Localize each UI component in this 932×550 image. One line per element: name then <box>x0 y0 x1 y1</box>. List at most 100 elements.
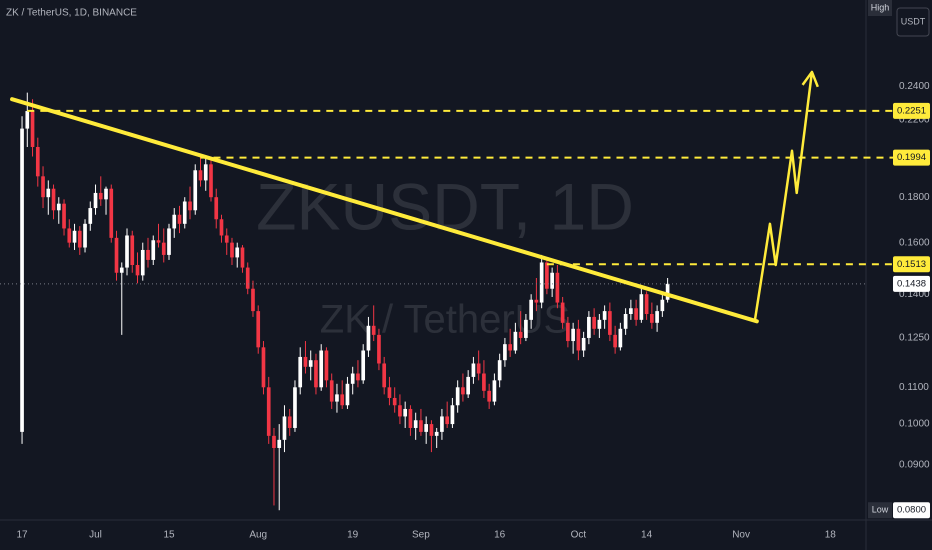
candle-body <box>608 311 612 335</box>
y-tick-label: 0.1800 <box>899 192 930 203</box>
candle-body <box>377 334 381 364</box>
candle-body <box>177 214 182 224</box>
x-tick-label: Jul <box>89 530 102 541</box>
candle-body <box>224 235 229 243</box>
x-tick-label: 14 <box>641 530 653 541</box>
candle-body <box>534 299 539 303</box>
candle-body <box>434 431 439 436</box>
candle-body <box>219 219 224 236</box>
candle-body <box>130 235 135 266</box>
candle-body <box>466 376 471 395</box>
candle-body <box>560 302 565 323</box>
candle-body <box>41 176 45 198</box>
candle-body <box>602 311 607 320</box>
candle-body <box>613 334 617 348</box>
candle-body <box>308 360 313 367</box>
candle-body <box>476 363 481 374</box>
candle-body <box>497 360 502 381</box>
candle-body <box>329 380 334 402</box>
currency[interactable]: USDT <box>901 16 926 26</box>
y-tick-label: 0.2400 <box>899 81 930 92</box>
candle-body <box>513 331 518 351</box>
candle-body <box>51 188 56 211</box>
candle-body <box>67 228 72 243</box>
candle-body <box>445 416 450 425</box>
candle-body <box>46 188 51 198</box>
x-tick-label: 15 <box>163 530 175 541</box>
candle-body <box>98 192 103 200</box>
candle-body <box>135 265 140 276</box>
candle-body <box>644 294 649 315</box>
candle-body <box>62 203 66 229</box>
candle-body <box>576 328 581 351</box>
candle-body <box>361 350 366 381</box>
currency-button[interactable] <box>896 7 930 37</box>
price-tag: 0.1513 <box>897 259 926 270</box>
low-tag-value: 0.0800 <box>897 505 926 516</box>
candle-body <box>419 420 423 432</box>
candle-body <box>88 208 93 224</box>
candle-body <box>350 373 355 384</box>
candle-body <box>487 390 491 402</box>
candle-body <box>83 223 87 248</box>
x-tick-label: Sep <box>412 530 430 541</box>
price-tag: 0.2251 <box>897 105 926 116</box>
candle-body <box>146 249 150 260</box>
candle-body <box>25 111 30 129</box>
candle-body <box>581 337 586 351</box>
candle-body <box>429 424 434 436</box>
candle-body <box>455 387 460 406</box>
y-tick-label: 0.1100 <box>899 382 929 393</box>
candle-body <box>240 247 245 268</box>
low-tag-value-box <box>893 502 930 519</box>
candle-body <box>492 380 497 402</box>
candle-body <box>371 325 376 335</box>
candle-body <box>172 214 177 229</box>
candle-body <box>529 299 533 320</box>
candle-body <box>256 311 261 348</box>
candle-body <box>20 128 24 432</box>
candle-body <box>650 314 654 323</box>
low-tag: Low <box>872 505 889 515</box>
candle-body <box>539 262 544 303</box>
candle-body <box>587 316 591 338</box>
candle-body <box>235 247 240 258</box>
candle-body <box>655 311 659 323</box>
candle-body <box>482 373 486 391</box>
candle-body <box>161 242 166 255</box>
candle-body <box>450 405 455 425</box>
y-tick-label: 0.2200 <box>899 114 930 125</box>
candle-body <box>261 347 266 388</box>
candle-body <box>413 420 418 428</box>
projection-path <box>753 71 814 322</box>
y-tick-label: 0.1600 <box>899 237 930 248</box>
candle-body <box>597 319 602 329</box>
candle-body <box>634 308 638 320</box>
candle-body <box>660 299 665 312</box>
candle-body <box>56 203 61 211</box>
candle-body <box>104 188 108 200</box>
trendline <box>10 97 759 324</box>
candle-body <box>571 328 575 342</box>
x-tick-label: 18 <box>825 530 837 541</box>
candle-body <box>203 164 208 181</box>
high-tag-box <box>868 0 892 16</box>
candle-body <box>209 164 213 198</box>
price-tag-box <box>893 275 930 292</box>
candle-body <box>151 240 156 260</box>
y-tick-label: 0.1000 <box>899 419 930 430</box>
watermark: ZKUSDT, 1D <box>256 169 634 243</box>
candle-body <box>403 408 408 417</box>
candle-body <box>287 416 292 428</box>
x-tick-label: Oct <box>571 530 587 541</box>
candle-body <box>314 360 318 388</box>
candle-body <box>293 387 297 428</box>
x-tick-label: Aug <box>249 530 267 541</box>
candle-body <box>340 394 345 406</box>
candle-body <box>345 383 350 406</box>
candle-body <box>471 363 476 377</box>
x-tick-label: 16 <box>494 530 506 541</box>
candle-body <box>156 240 161 243</box>
candle-body <box>214 197 219 220</box>
